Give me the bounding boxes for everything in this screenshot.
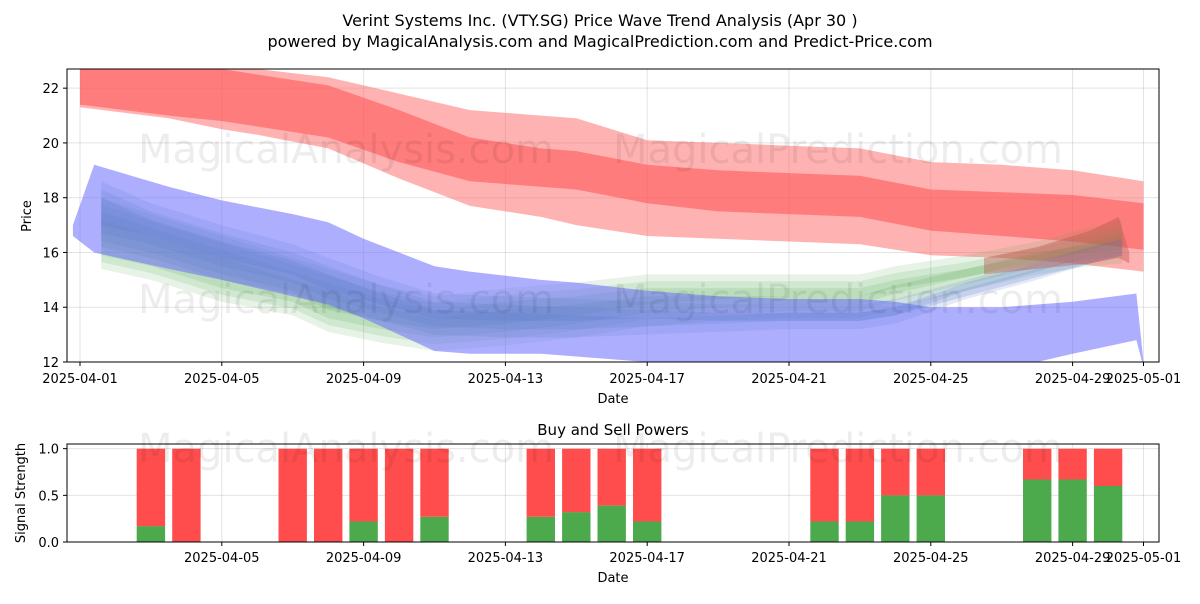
signal-y-ticks: 0.0 0.5 1.0 [38,443,67,551]
price-ytick-label: 22 [42,82,59,97]
price-ytick-label: 12 [42,356,59,371]
buy-power-bar [349,521,378,542]
signal-xtick-label: 2025-04-13 [468,551,544,566]
signal-xtick-label: 2025-04-25 [893,551,969,566]
watermark-prediction-top: MagicalPrediction.com [613,127,1063,173]
price-ytick-label: 18 [42,192,59,207]
band-blue-core-wave [101,197,1123,321]
buy-power-bar [420,516,449,542]
sell-power-bar [384,448,414,542]
price-xtick-label: 2025-04-17 [609,372,685,387]
buy-power-bar [810,521,839,542]
buy-power-bar [881,495,910,542]
signal-y-axis-label: Signal Strength [14,443,29,543]
sell-power-bar [881,448,910,496]
buy-power-bar [562,512,591,542]
signal-x-ticks: 2025-04-05 2025-04-09 2025-04-13 2025-04-17… [184,542,1181,566]
watermark-prediction-mid: MagicalPrediction.com [613,277,1063,323]
sell-power-bar [314,448,343,542]
price-y-ticks: 12 14 16 18 20 22 [42,82,67,371]
band-red-end-wave [984,216,1130,275]
main-chart-title-line1: Verint Systems Inc. (VTY.SG) Price Wave … [342,11,857,30]
price-xtick-label: 2025-04-21 [751,372,827,387]
price-xtick-label: 2025-04-25 [893,372,969,387]
signal-bars [136,448,1123,542]
sell-power-bar [1093,448,1123,486]
buy-power-bar [845,521,875,542]
buy-power-bar [526,516,555,542]
price-ytick-label: 14 [42,301,59,316]
price-x-axis-label: Date [597,392,628,407]
price-xtick-label: 2025-04-29 [1035,372,1111,387]
price-xtick-label: 2025-04-05 [184,372,260,387]
buy-power-bar [597,505,626,542]
sell-power-bar [526,448,555,517]
watermark-prediction-bottom: MagicalPrediction.com [613,426,1063,472]
sell-power-bar [420,448,449,517]
sell-power-bar [278,448,307,542]
signal-panel: Buy and Sell Powers MagicalAnalysis.com … [14,421,1181,586]
buy-power-bar [136,526,166,542]
sell-power-bar [349,448,378,522]
signal-xtick-label: 2025-04-05 [184,551,260,566]
band-blue-core-wave [101,189,1123,330]
sell-power-bar [562,448,591,513]
watermark-analysis-mid: MagicalAnalysis.com [138,277,554,323]
sell-power-bar [845,448,875,522]
watermark-analysis-top: MagicalAnalysis.com [138,127,554,173]
price-ytick-label: 20 [42,137,59,152]
band-blue-core-wave [101,181,1123,338]
signal-xtick-label: 2025-05-01 [1106,551,1182,566]
signal-xtick-label: 2025-04-29 [1035,551,1111,566]
band-sell-wave-inner [80,69,1144,250]
buy-power-bar [1023,479,1052,542]
signal-xtick-label: 2025-04-09 [326,551,402,566]
signal-xtick-label: 2025-04-17 [609,551,685,566]
price-xtick-label: 2025-04-13 [468,372,544,387]
signal-ytick-label: 0.0 [38,536,59,551]
signal-x-axis-label: Date [597,571,628,586]
signal-chart-title: Buy and Sell Powers [537,421,689,439]
price-x-ticks: 2025-04-01 2025-04-05 2025-04-09 2025-04-13… [42,362,1181,387]
buy-power-bar [1058,479,1087,542]
signal-xtick-label: 2025-04-21 [751,551,827,566]
price-axes-frame [66,68,1160,363]
sell-power-bar [597,448,626,506]
sell-power-bar [916,448,945,496]
sell-power-bar [633,448,662,522]
price-ytick-label: 16 [42,246,59,261]
price-xtick-label: 2025-04-09 [326,372,402,387]
sell-power-bar [1023,448,1052,480]
price-panel: MagicalAnalysis.com MagicalPrediction.co… [20,68,1181,407]
band-trend-wave [72,164,1144,362]
signal-ytick-label: 1.0 [38,443,59,458]
price-y-axis-label: Price [20,200,35,232]
price-xtick-label: 2025-04-01 [42,372,118,387]
buy-power-bar [633,521,662,542]
signal-ytick-label: 0.5 [38,489,59,504]
sell-power-bar [136,448,166,527]
signal-axes-frame [66,443,1160,543]
sell-power-bar [810,448,839,522]
price-bands [72,69,1144,362]
watermark-analysis-bottom: MagicalAnalysis.com [138,426,554,472]
buy-power-bar [916,495,945,542]
buy-power-bar [1093,486,1123,542]
sell-power-bar [1058,448,1087,480]
price-xtick-label: 2025-05-01 [1106,372,1182,387]
sell-power-bar [172,448,201,542]
main-chart-title-line2: powered by MagicalAnalysis.com and Magic… [267,32,932,51]
